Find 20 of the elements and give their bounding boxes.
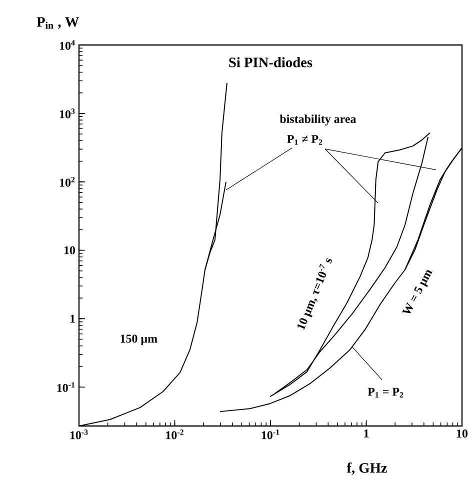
text: Si PIN-diodes xyxy=(229,57,312,68)
x-tick-label: 10$^{-1}$ xyxy=(262,430,280,440)
annotation: W = 5 µm xyxy=(402,270,432,314)
annotation: bistability area xyxy=(280,114,356,126)
x-tick-label: 10 xyxy=(456,430,468,438)
x-tick-label: 10$^{-2}$ xyxy=(166,430,184,440)
annotation: 10 µm, τ=10$^{-7}$ s xyxy=(298,258,332,330)
x-tick-label: 10$^{-3}$ xyxy=(70,430,88,440)
y-axis-title: P$_{in}$ , W xyxy=(36,17,79,29)
x-axis-title: f, GHz xyxy=(346,462,388,475)
y-tick-label: 1 xyxy=(70,314,75,323)
y-tick-label: 10$^{4}$ xyxy=(60,40,75,50)
annotation: P$_{1}$ = P$_{2}$ xyxy=(368,388,404,398)
x-tick-label: 1 xyxy=(364,430,369,438)
y-tick-label: 10 xyxy=(64,246,76,254)
y-tick-label: 10$^{-1}$ xyxy=(57,382,75,392)
annotation: 150 µm xyxy=(120,334,158,346)
annotation: P$_{1}$ ≠ P$_{2}$ xyxy=(287,135,322,145)
y-tick-label: 10$^{3}$ xyxy=(60,108,75,118)
y-tick-label: 10$^{2}$ xyxy=(60,176,75,187)
